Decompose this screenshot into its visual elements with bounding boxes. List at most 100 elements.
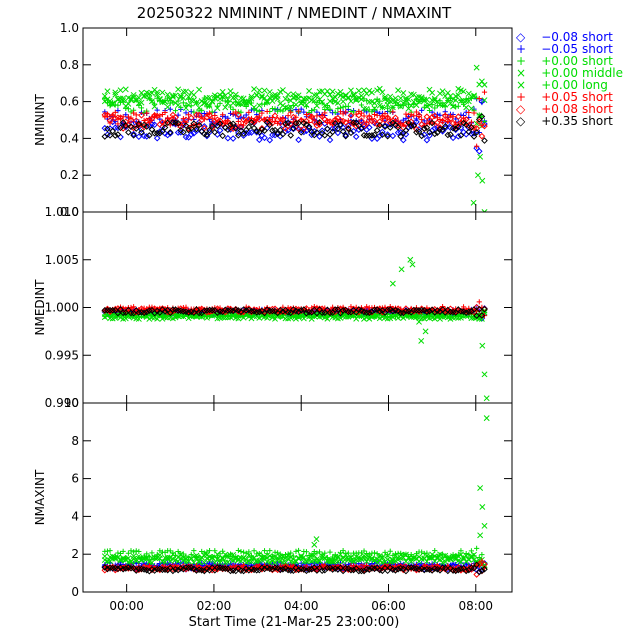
- data-point: [377, 122, 383, 128]
- data-point: [132, 567, 140, 574]
- data-point: [313, 129, 321, 136]
- data-point: [303, 567, 310, 575]
- data-point: [219, 88, 226, 95]
- data-point: [470, 130, 478, 137]
- data-point: [432, 105, 438, 111]
- data-point: [413, 118, 420, 126]
- chart-title: 20250322 NMININT / NMEDINT / NMAXINT: [137, 4, 452, 22]
- legend-symbol: +: [516, 54, 527, 68]
- data-point: [468, 119, 475, 125]
- data-point: [361, 555, 368, 562]
- data-point: [471, 556, 477, 563]
- data-point: [101, 93, 108, 99]
- data-point: [153, 565, 161, 573]
- data-point: [172, 108, 179, 114]
- data-point: [193, 552, 200, 559]
- data-point: [463, 104, 470, 111]
- data-point: [407, 256, 414, 263]
- data-point: [326, 136, 334, 144]
- data-point: [479, 552, 485, 558]
- data-point: [130, 91, 137, 98]
- data-point: [348, 87, 354, 94]
- data-point: [190, 91, 197, 98]
- legend-offset: +0.00: [541, 54, 578, 68]
- data-point: [481, 89, 488, 95]
- data-point: [114, 114, 122, 121]
- data-point: [339, 566, 347, 573]
- data-point: [180, 554, 187, 561]
- data-point: [470, 133, 478, 140]
- data-point: [418, 555, 425, 562]
- data-point: [230, 106, 236, 112]
- data-point: [400, 314, 407, 321]
- data-point: [264, 97, 271, 104]
- data-point: [209, 109, 215, 115]
- data-point: [476, 112, 483, 119]
- data-point: [329, 566, 336, 573]
- data-point: [217, 100, 223, 106]
- data-point: [193, 567, 200, 574]
- data-point: [374, 313, 381, 320]
- data-point: [462, 121, 470, 129]
- data-point: [332, 94, 339, 101]
- data-point: [418, 132, 425, 140]
- data-point: [203, 131, 211, 139]
- data-point: [199, 107, 205, 113]
- data-point: [415, 566, 423, 573]
- data-point: [462, 567, 470, 575]
- data-point: [274, 564, 281, 572]
- data-point: [245, 99, 252, 106]
- data-point: [413, 109, 420, 115]
- data-point: [416, 318, 422, 325]
- data-point: [400, 136, 407, 144]
- data-point: [227, 121, 234, 128]
- y-tick-label: 1.000: [45, 301, 79, 315]
- data-point: [447, 131, 454, 138]
- data-point: [324, 105, 331, 112]
- data-point: [267, 548, 273, 554]
- y-tick-label: 0.2: [60, 168, 79, 182]
- data-point: [295, 125, 302, 133]
- data-point: [198, 116, 206, 124]
- data-point: [180, 100, 186, 106]
- data-point: [400, 90, 407, 96]
- data-point: [266, 121, 274, 129]
- plot-frame: [82, 402, 513, 593]
- data-point: [455, 133, 462, 140]
- data-point: [293, 101, 299, 108]
- data-point: [109, 127, 116, 135]
- data-point: [481, 565, 488, 573]
- data-point: [308, 128, 315, 136]
- data-point: [352, 133, 360, 141]
- data-point: [290, 94, 297, 101]
- data-point: [421, 122, 427, 128]
- data-point: [426, 307, 433, 315]
- data-point: [481, 137, 488, 144]
- legend-type: middle: [582, 66, 623, 80]
- data-point: [261, 127, 268, 134]
- data-point: [403, 116, 409, 122]
- data-point: [190, 565, 198, 573]
- data-point: [350, 109, 357, 115]
- data-point: [279, 565, 287, 573]
- data-point: [308, 97, 315, 104]
- data-point: [193, 555, 200, 561]
- data-point: [193, 99, 200, 106]
- y-axis-label: NMAXINT: [33, 469, 47, 525]
- data-point: [269, 554, 276, 561]
- data-point: [282, 95, 289, 102]
- data-point: [334, 566, 342, 573]
- data-point: [468, 307, 475, 315]
- data-point: [439, 117, 446, 125]
- data-point: [411, 113, 417, 119]
- legend-entry: ◇ −0.08 short: [516, 31, 623, 43]
- data-point: [227, 567, 234, 575]
- data-point: [311, 541, 318, 548]
- data-point: [193, 306, 200, 313]
- data-point: [374, 112, 380, 119]
- data-point: [398, 266, 405, 273]
- data-point: [345, 124, 352, 132]
- data-point: [342, 131, 350, 139]
- data-point: [211, 92, 218, 99]
- data-point: [248, 129, 255, 136]
